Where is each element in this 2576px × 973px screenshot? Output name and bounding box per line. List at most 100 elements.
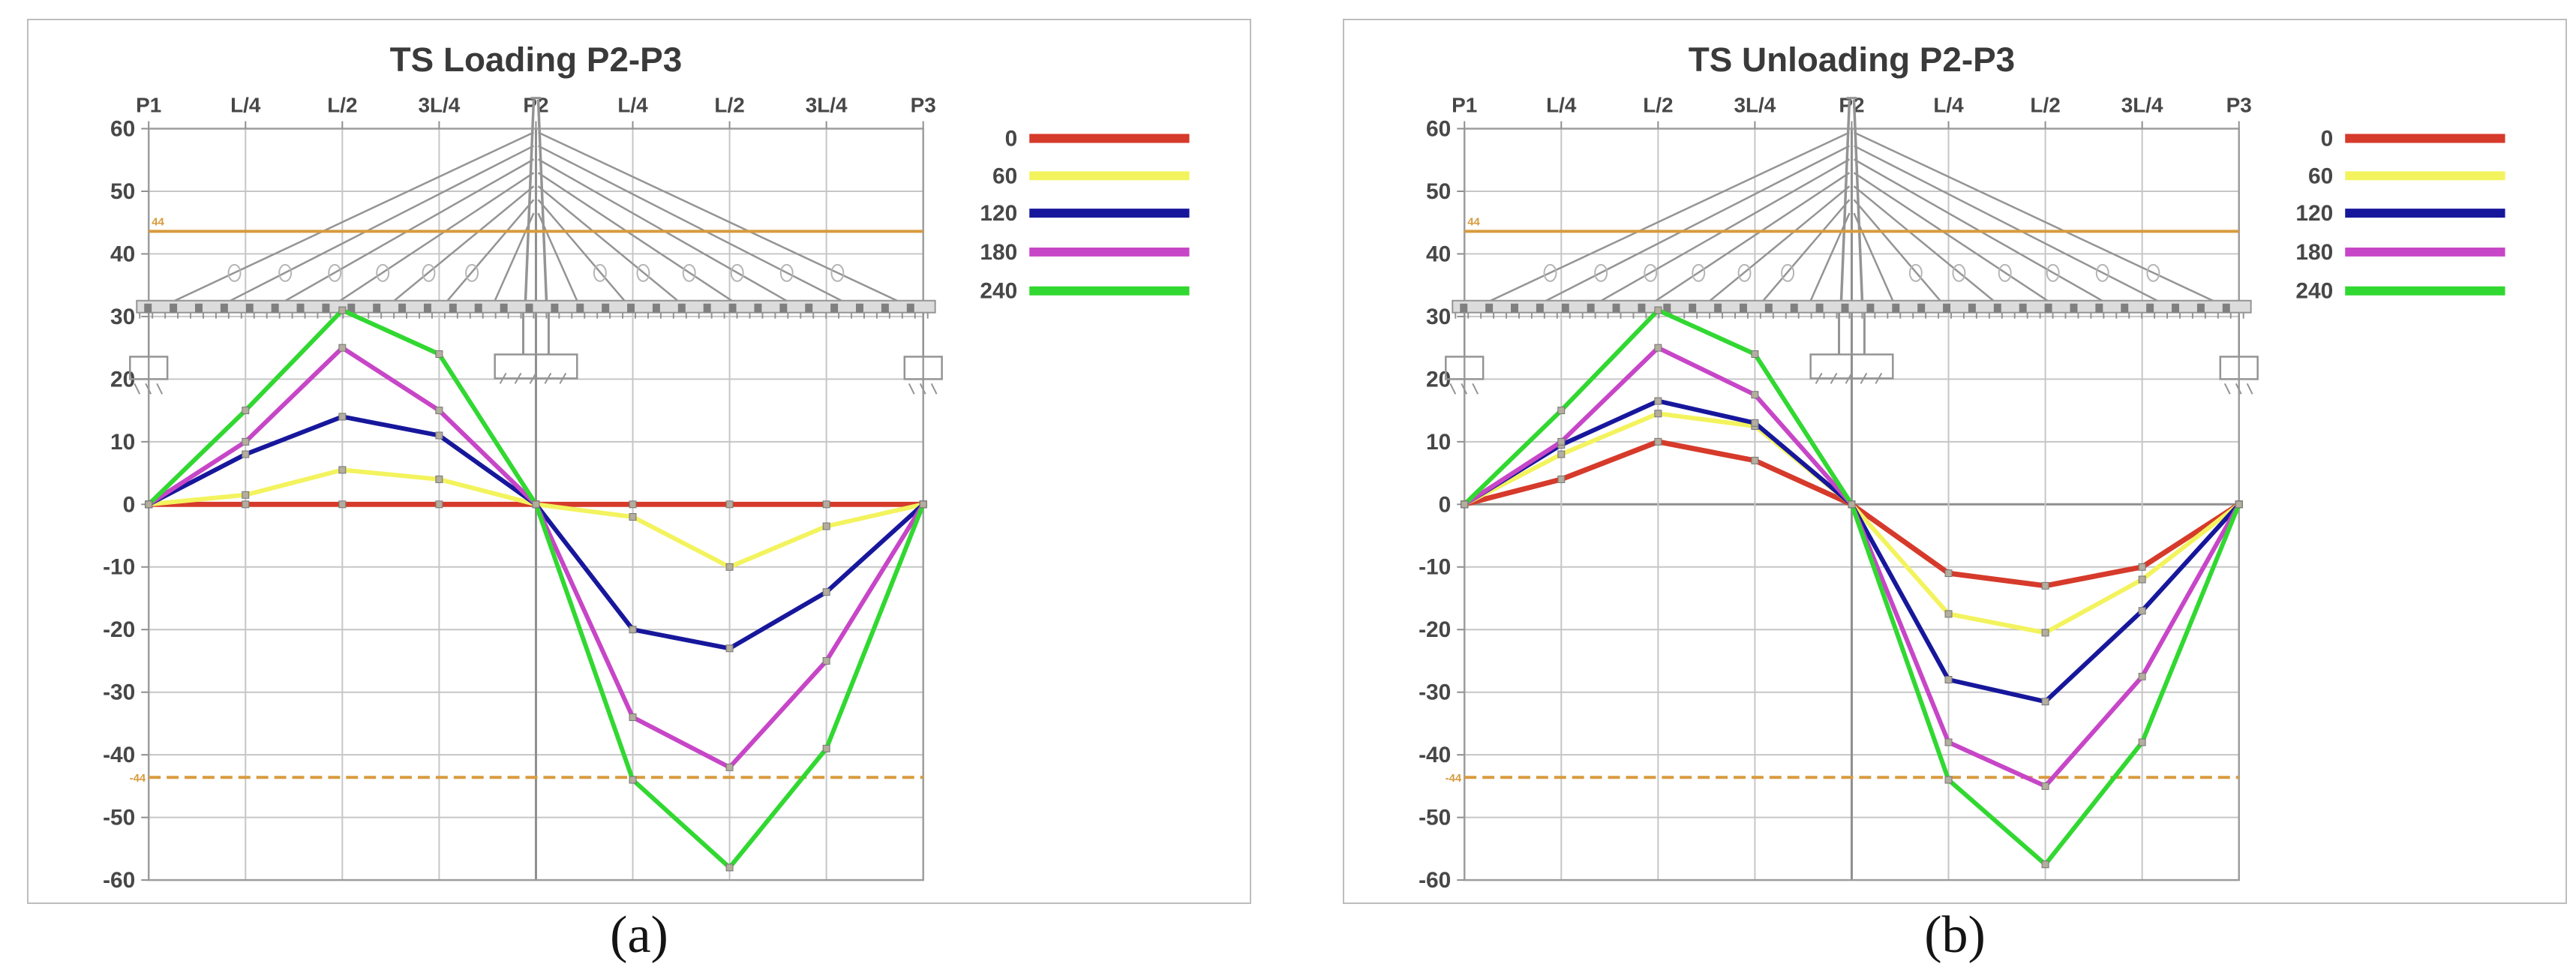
stay-cable	[1853, 185, 2009, 314]
stay-cable	[1853, 131, 2239, 314]
data-marker	[1557, 437, 1566, 446]
x-axis-label: L/2	[2030, 94, 2060, 117]
cable-marker	[422, 263, 436, 282]
y-axis-label: 30	[110, 305, 135, 329]
stay-cable	[1580, 158, 1851, 314]
data-marker	[629, 626, 637, 634]
reference-line-label: 44	[152, 215, 164, 228]
x-axis-label: P1	[136, 94, 161, 117]
legend-label: 60	[992, 164, 1017, 188]
stay-cable	[1853, 172, 2067, 314]
chart-title: TS Unloading P2-P3	[1689, 41, 2015, 79]
deck-block	[1917, 303, 1926, 313]
cable-marker	[1998, 263, 2012, 282]
bearing-hatch	[919, 383, 926, 395]
deck-block	[1739, 303, 1747, 313]
data-marker	[725, 563, 734, 571]
cable-marker	[830, 263, 845, 282]
deck-block	[1943, 303, 1951, 313]
y-axis-label: 50	[110, 179, 135, 204]
deck-block	[2044, 303, 2052, 313]
deck-block	[1815, 303, 1824, 313]
bridge-schematic	[129, 97, 943, 395]
data-marker	[1557, 407, 1566, 415]
stay-cable	[206, 145, 535, 314]
footing-hatch	[1815, 372, 1823, 384]
y-axis-label: -20	[103, 617, 135, 642]
deck-block	[1587, 303, 1595, 313]
cable-marker	[682, 263, 696, 282]
cable-marker	[2095, 263, 2109, 282]
deck-block	[449, 303, 457, 313]
data-marker	[1944, 738, 1953, 746]
data-marker	[532, 500, 540, 509]
bearing-hatch	[156, 383, 164, 395]
data-marker	[822, 656, 830, 665]
x-axis-label: L/4	[230, 94, 261, 117]
data-marker	[435, 350, 443, 358]
deck-block	[2095, 303, 2103, 313]
cable-marker	[2046, 263, 2060, 282]
cable-marker	[2146, 263, 2160, 282]
bridge-deck	[1452, 299, 2252, 314]
data-marker	[435, 431, 443, 440]
legend-label: 240	[980, 279, 1017, 304]
cable-marker	[1594, 263, 1608, 282]
footing-hatch	[529, 372, 537, 384]
reference-line-label: -44	[1446, 772, 1462, 785]
y-axis-label: -20	[1419, 617, 1451, 642]
stay-cable	[537, 145, 866, 314]
data-marker	[2138, 563, 2146, 571]
data-marker	[629, 713, 637, 722]
footing-hatch	[499, 372, 507, 384]
deck-block	[602, 303, 610, 313]
x-axis-label: L/4	[617, 94, 648, 117]
footing-hatch	[1860, 372, 1868, 384]
cable-marker	[779, 263, 794, 282]
bearing-hatch	[134, 383, 141, 395]
data-marker	[338, 306, 347, 314]
chart-panel-loading: TS Loading P2-P3 P1 L/4 L/2 3L/4 P2 L/4 L/2 3L/4…	[27, 19, 1251, 904]
data-marker	[822, 744, 830, 752]
cable-marker	[1737, 263, 1752, 282]
x-axis-label: L/4	[1933, 94, 1964, 117]
y-axis-label: 10	[110, 430, 135, 455]
bearing-hatch	[908, 383, 915, 395]
data-marker	[338, 500, 347, 509]
pier-footing	[1809, 353, 1894, 380]
deck-block	[2121, 303, 2129, 313]
bearing-hatch	[2235, 383, 2242, 395]
stay-cable	[537, 172, 751, 314]
y-axis-label: -50	[103, 806, 135, 830]
data-marker	[2138, 672, 2146, 680]
data-marker	[242, 437, 250, 446]
data-marker	[1654, 306, 1662, 314]
stay-cable	[379, 185, 535, 314]
data-marker	[338, 413, 347, 421]
deck-block	[1536, 303, 1544, 313]
stay-cable	[1853, 145, 2181, 314]
cable-marker	[1781, 263, 1795, 282]
y-axis-label: -60	[103, 868, 135, 893]
x-axis-label: P3	[2226, 94, 2252, 117]
data-marker	[2041, 782, 2049, 790]
deck-block	[1892, 303, 1900, 313]
data-marker	[1944, 569, 1953, 578]
stay-cable	[264, 158, 535, 314]
deck-block	[1612, 303, 1620, 313]
y-axis-label: -60	[1419, 868, 1451, 893]
deck-block	[220, 303, 228, 313]
data-marker	[242, 500, 250, 509]
stay-cable	[1804, 212, 1851, 314]
bearing-hatch	[930, 383, 938, 395]
x-axis-label: 3L/4	[806, 94, 848, 117]
bearing-hatch	[1472, 383, 1479, 395]
stay-cable	[1853, 158, 2124, 314]
y-axis-label: -30	[103, 680, 135, 705]
deck-block	[627, 303, 635, 313]
y-axis-label: -10	[103, 555, 135, 580]
stay-cable	[321, 172, 535, 314]
deck-block	[347, 303, 356, 313]
x-axis-label: P3	[911, 94, 936, 117]
